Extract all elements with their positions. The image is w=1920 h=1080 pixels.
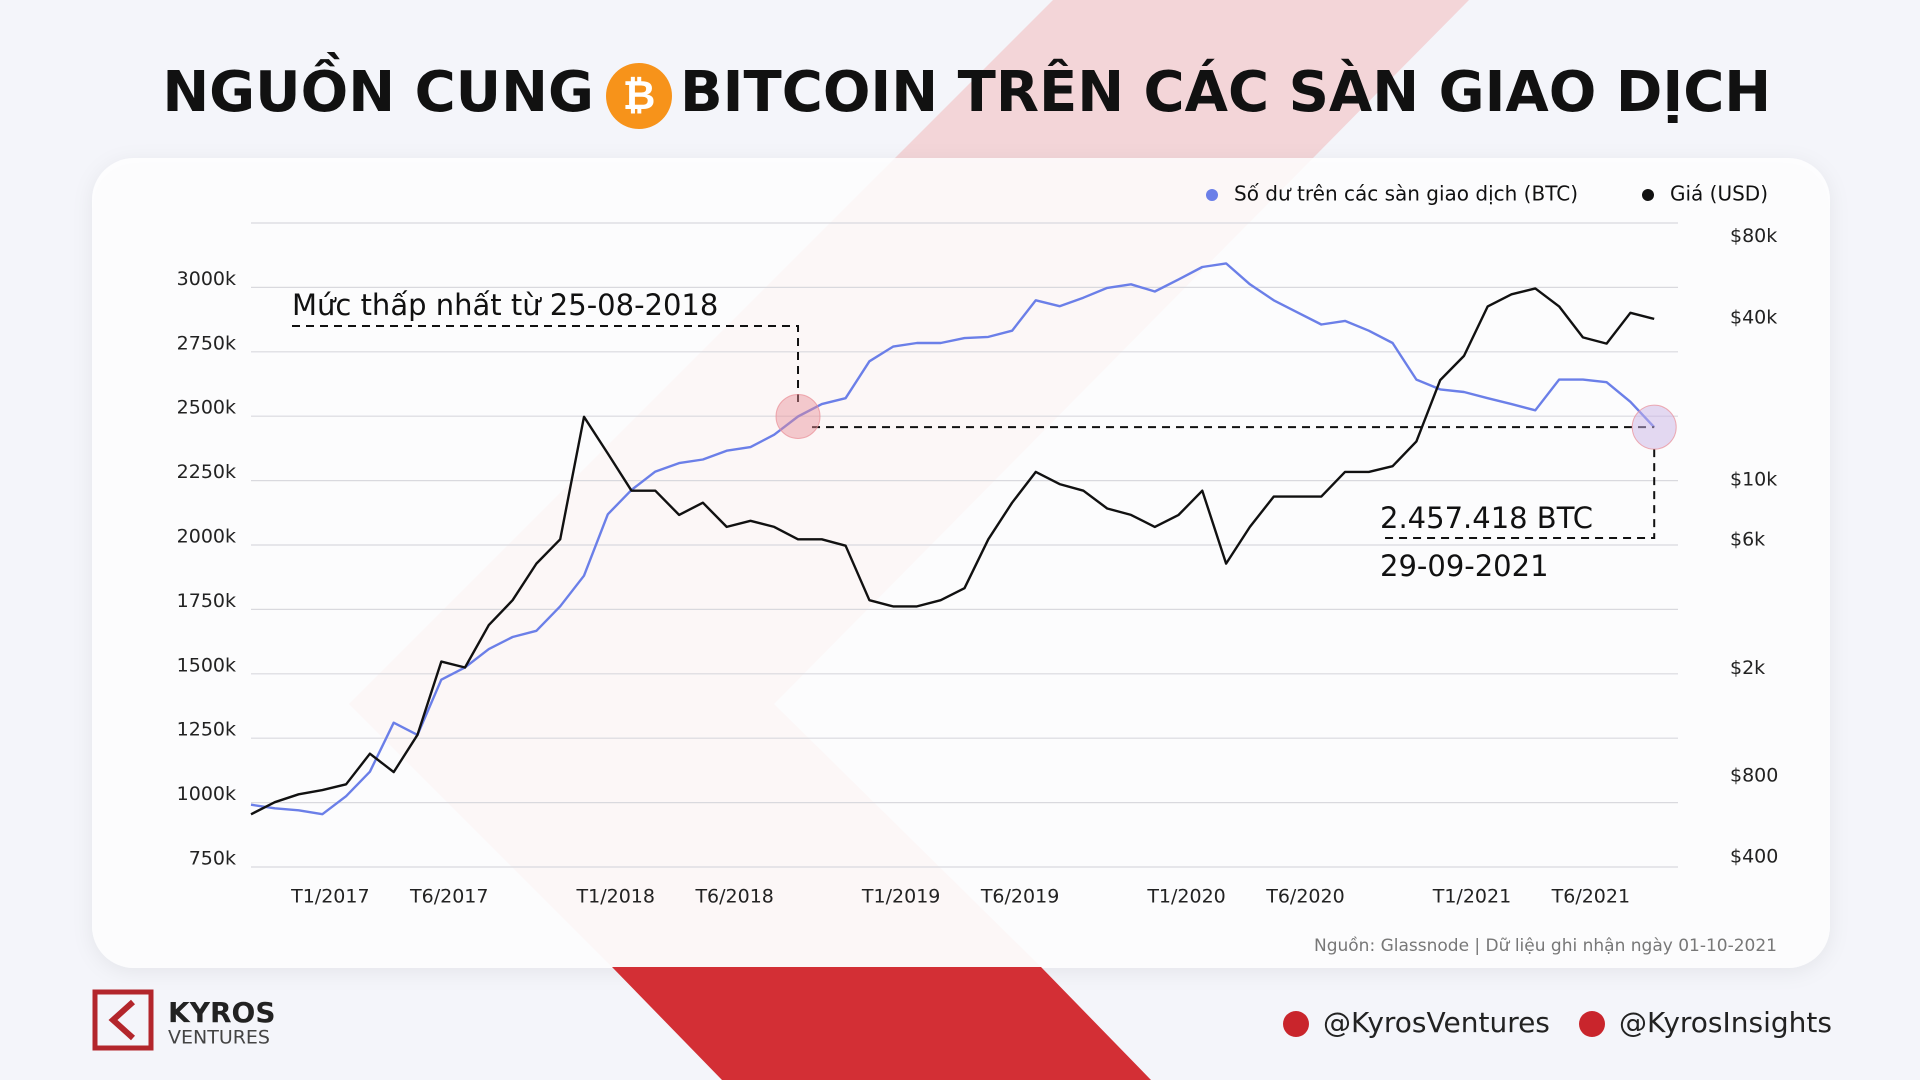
annotation: 29-09-2021 <box>1380 549 1549 583</box>
y2-tick-label: $10k <box>1730 469 1777 491</box>
y2-tick-label: $6k <box>1730 528 1765 550</box>
y-tick-label: 1500k <box>177 654 236 676</box>
y-tick-label: 1750k <box>177 590 236 612</box>
y-tick-label: 2500k <box>177 397 236 419</box>
y-tick-label: 1250k <box>177 719 236 741</box>
title-right: BITCOIN TRÊN CÁC SÀN GIAO DỊCH <box>680 59 1771 125</box>
series-line <box>250 262 1656 816</box>
x-tick-label: T6/2018 <box>694 886 773 908</box>
x-tick-label: T1/2017 <box>290 886 369 908</box>
handle[interactable]: @KyrosVentures <box>1323 1006 1550 1039</box>
annotation: 2.457.418 BTC <box>1380 501 1593 535</box>
x-tick-label: T1/2021 <box>1432 886 1511 908</box>
y-tick-label: 2750k <box>177 332 236 354</box>
x-tick-label: T6/2020 <box>1265 886 1344 908</box>
legend-label: Giá (USD) <box>1670 182 1768 206</box>
highlight <box>1631 404 1677 450</box>
annotation-leader <box>1380 449 1656 539</box>
highlight <box>775 393 821 439</box>
y2-tick-label: $80k <box>1730 225 1777 247</box>
telegram-icon <box>1579 1011 1605 1037</box>
legend-swatch <box>1642 189 1654 201</box>
y2-tick-label: $2k <box>1730 657 1765 679</box>
x-tick-label: T6/2019 <box>980 886 1059 908</box>
logo <box>92 989 154 1051</box>
twitter-icon <box>1283 1011 1309 1037</box>
x-tick-label: T1/2019 <box>861 886 940 908</box>
svg-text:₿: ₿ <box>623 73 656 119</box>
source-note: Nguồn: Glassnode | Dữ liệu ghi nhận ngày… <box>1314 935 1777 956</box>
title-left: NGUỒN CUNG <box>162 53 594 125</box>
x-tick-label: T6/2021 <box>1551 886 1630 908</box>
brand-name: KYROS <box>168 996 276 1029</box>
y-tick-label: 2000k <box>177 526 236 548</box>
bitcoin-icon: ₿ <box>606 63 672 129</box>
x-tick-label: T1/2020 <box>1146 886 1225 908</box>
y-tick-label: 1000k <box>177 783 236 805</box>
chart-card <box>92 158 1830 968</box>
background-stripe <box>612 967 1151 1080</box>
handle[interactable]: @KyrosInsights <box>1619 1006 1832 1039</box>
annotation-leader <box>292 325 800 403</box>
y2-tick-label: $800 <box>1730 764 1778 786</box>
legend-swatch <box>1206 189 1218 201</box>
y-tick-label: 3000k <box>177 268 236 290</box>
y-tick-label: 2250k <box>177 461 236 483</box>
brand-sub: VENTURES <box>168 1027 270 1049</box>
y2-tick-label: $40k <box>1730 306 1777 328</box>
x-tick-label: T1/2018 <box>576 886 655 908</box>
x-tick-label: T6/2017 <box>409 886 488 908</box>
series-line <box>250 287 1655 816</box>
y-tick-label: 750k <box>189 848 236 870</box>
legend-label: Số dư trên các sàn giao dịch (BTC) <box>1234 182 1578 206</box>
annotation: Mức thấp nhất từ 25-08-2018 <box>292 288 718 322</box>
y2-tick-label: $400 <box>1730 845 1778 867</box>
